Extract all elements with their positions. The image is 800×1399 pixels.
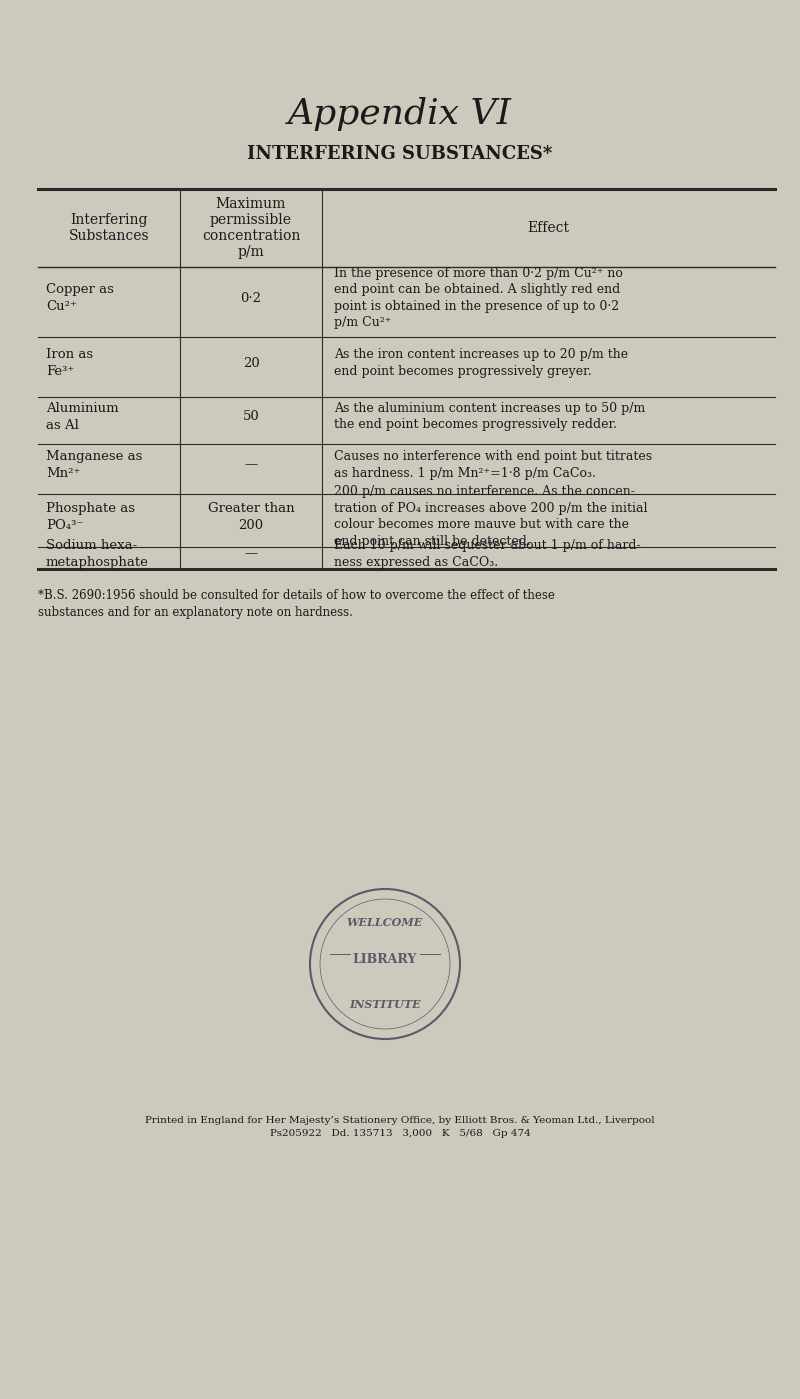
Text: Copper as
Cu²⁺: Copper as Cu²⁺ bbox=[46, 283, 114, 313]
Text: Sodium hexa-
metaphosphate: Sodium hexa- metaphosphate bbox=[46, 539, 149, 569]
Text: In the presence of more than 0·2 p/m Cu²⁺ no
end point can be obtained. A slight: In the presence of more than 0·2 p/m Cu²… bbox=[334, 267, 623, 329]
Text: Aluminium
as Al: Aluminium as Al bbox=[46, 402, 118, 431]
Text: INSTITUTE: INSTITUTE bbox=[349, 999, 421, 1010]
Text: WELLCOME: WELLCOME bbox=[347, 916, 423, 928]
Text: 50: 50 bbox=[242, 410, 259, 422]
Text: 200 p/m causes no interference. As the concen-
tration of PO₄ increases above 20: 200 p/m causes no interference. As the c… bbox=[334, 485, 647, 548]
Text: LIBRARY: LIBRARY bbox=[353, 953, 417, 965]
Text: Maximum
permissible
concentration
p/m: Maximum permissible concentration p/m bbox=[202, 197, 300, 259]
Text: *B.S. 2690:1956 should be consulted for details of how to overcome the effect of: *B.S. 2690:1956 should be consulted for … bbox=[38, 589, 555, 618]
Text: Phosphate as
PO₄³⁻: Phosphate as PO₄³⁻ bbox=[46, 501, 135, 532]
Text: Interfering
Substances: Interfering Substances bbox=[69, 213, 150, 243]
Text: —: — bbox=[244, 459, 258, 471]
Text: Manganese as
Mn²⁺: Manganese as Mn²⁺ bbox=[46, 450, 142, 480]
Text: Causes no interference with end point but titrates
as hardness. 1 p/m Mn²⁺=1·8 p: Causes no interference with end point bu… bbox=[334, 450, 652, 480]
Text: Each 10 p/m will sequester about 1 p/m of hard-
ness expressed as CaCO₃.: Each 10 p/m will sequester about 1 p/m o… bbox=[334, 539, 641, 569]
Text: Greater than
200: Greater than 200 bbox=[208, 501, 294, 532]
Text: —: — bbox=[244, 547, 258, 561]
Text: As the iron content increases up to 20 p/m the
end point becomes progressively g: As the iron content increases up to 20 p… bbox=[334, 348, 628, 378]
Text: Iron as
Fe³⁺: Iron as Fe³⁺ bbox=[46, 348, 93, 378]
Text: 0·2: 0·2 bbox=[241, 291, 262, 305]
Text: Printed in England for Her Majesty’s Stationery Office, by Elliott Bros. & Yeoma: Printed in England for Her Majesty’s Sta… bbox=[145, 1116, 655, 1137]
Text: Effect: Effect bbox=[527, 221, 570, 235]
Text: As the aluminium content increases up to 50 p/m
the end point becomes progressiv: As the aluminium content increases up to… bbox=[334, 402, 646, 431]
Text: INTERFERING SUBSTANCES*: INTERFERING SUBSTANCES* bbox=[247, 145, 553, 164]
Text: 20: 20 bbox=[242, 357, 259, 369]
Text: Appendix VI: Appendix VI bbox=[288, 97, 512, 132]
